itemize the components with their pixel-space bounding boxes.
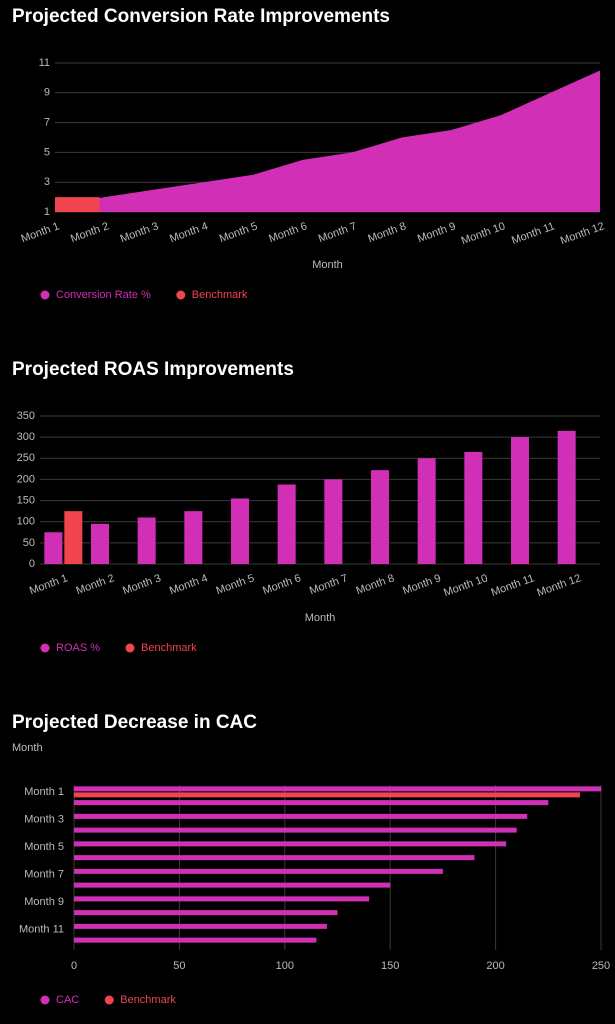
bar xyxy=(91,523,109,564)
x-tick-label: 100 xyxy=(276,960,294,972)
legend-swatch xyxy=(40,643,50,653)
x-tick-label: Month 2 xyxy=(69,220,110,245)
bar xyxy=(74,855,475,861)
bar xyxy=(74,792,580,798)
x-tick-label: Month 5 xyxy=(218,220,259,245)
bar xyxy=(557,430,576,564)
x-tick-label: Month 3 xyxy=(121,572,162,597)
legend-swatch xyxy=(125,643,135,653)
x-tick-label: Month 10 xyxy=(460,220,507,247)
bar xyxy=(74,800,549,806)
x-tick-label: 200 xyxy=(486,960,504,972)
bar xyxy=(511,437,529,564)
legend-swatch xyxy=(40,995,50,1005)
legend-label: ROAS % xyxy=(56,642,100,654)
legend-label: Benchmark xyxy=(120,994,176,1006)
bar xyxy=(74,923,327,929)
x-tick-label: Month 7 xyxy=(317,220,358,245)
y-tick-label: 50 xyxy=(23,537,35,549)
y-tick-label: 200 xyxy=(17,473,35,485)
legend-label: CAC xyxy=(56,994,79,1006)
axis-title: Month xyxy=(12,742,43,754)
legend-swatch xyxy=(176,290,186,300)
bar xyxy=(74,896,370,902)
x-tick-label: Month 9 xyxy=(416,220,457,245)
bar xyxy=(277,484,296,564)
x-tick-label: Month 10 xyxy=(442,572,489,599)
y-tick-label: 150 xyxy=(17,494,35,506)
bar xyxy=(184,511,203,564)
x-tick-label: Month 2 xyxy=(75,572,116,597)
y-tick-label: Month 7 xyxy=(24,868,64,880)
y-tick-label: 250 xyxy=(17,452,35,464)
y-tick-label: 300 xyxy=(17,431,35,443)
bar xyxy=(74,827,517,833)
y-tick-label: 0 xyxy=(29,558,35,570)
x-tick-label: Month 4 xyxy=(168,572,209,597)
x-tick-label: Month 5 xyxy=(215,572,256,597)
axis-title: Month xyxy=(305,612,336,624)
y-tick-label: 1 xyxy=(44,206,50,218)
bar xyxy=(137,517,156,564)
x-tick-label: Month 11 xyxy=(490,572,536,599)
y-tick-label: Month 1 xyxy=(24,786,64,798)
legend-label: Conversion Rate % xyxy=(56,289,151,301)
x-tick-label: Month 3 xyxy=(119,220,160,245)
bar xyxy=(231,498,249,564)
chart-title: Projected ROAS Improvements xyxy=(12,359,294,380)
x-tick-label: Month 8 xyxy=(366,220,407,245)
y-tick-label: 100 xyxy=(17,516,35,528)
y-tick-label: Month 11 xyxy=(19,923,64,935)
bar xyxy=(371,470,389,564)
y-tick-label: 9 xyxy=(44,87,50,99)
x-tick-label: Month 1 xyxy=(28,572,69,597)
bar xyxy=(417,458,436,564)
y-tick-label: Month 9 xyxy=(24,896,64,908)
area xyxy=(55,197,100,212)
x-tick-label: Month 9 xyxy=(401,572,442,597)
y-tick-label: 7 xyxy=(44,117,50,129)
x-tick-label: Month 11 xyxy=(510,220,556,247)
x-tick-label: Month 1 xyxy=(20,220,61,245)
legend-label: Benchmark xyxy=(192,289,248,301)
y-tick-label: Month 3 xyxy=(24,813,64,825)
x-tick-label: Month 6 xyxy=(261,572,302,597)
bar xyxy=(74,786,601,792)
y-tick-label: 11 xyxy=(39,57,50,69)
bar xyxy=(44,532,63,564)
x-tick-label: Month 12 xyxy=(535,572,582,599)
y-tick-label: 350 xyxy=(17,410,35,422)
x-tick-label: Month 12 xyxy=(559,220,606,247)
y-tick-label: 5 xyxy=(44,146,50,158)
bar xyxy=(74,868,443,874)
legend-swatch xyxy=(40,290,50,300)
bar xyxy=(324,479,343,564)
x-tick-label: 50 xyxy=(173,960,185,972)
legend-label: Benchmark xyxy=(141,642,197,654)
x-tick-label: Month 6 xyxy=(267,220,308,245)
x-tick-label: Month 7 xyxy=(308,572,349,597)
chart-title: Projected Decrease in CAC xyxy=(12,712,257,733)
bar xyxy=(74,937,317,943)
bar xyxy=(74,882,391,888)
x-tick-label: 150 xyxy=(381,960,399,972)
bar xyxy=(74,910,338,916)
chart-title: Projected Conversion Rate Improvements xyxy=(12,6,390,27)
bar xyxy=(74,813,528,819)
x-tick-label: 0 xyxy=(71,960,77,972)
axis-title: Month xyxy=(312,259,343,271)
y-tick-label: Month 5 xyxy=(24,841,64,853)
y-tick-label: 3 xyxy=(44,176,50,188)
x-tick-label: Month 4 xyxy=(168,220,209,245)
bar xyxy=(64,511,83,564)
x-tick-label: 250 xyxy=(592,960,610,972)
legend-swatch xyxy=(104,995,114,1005)
x-tick-label: Month 8 xyxy=(355,572,396,597)
area xyxy=(55,70,600,212)
bar xyxy=(74,841,507,847)
bar xyxy=(464,451,483,564)
